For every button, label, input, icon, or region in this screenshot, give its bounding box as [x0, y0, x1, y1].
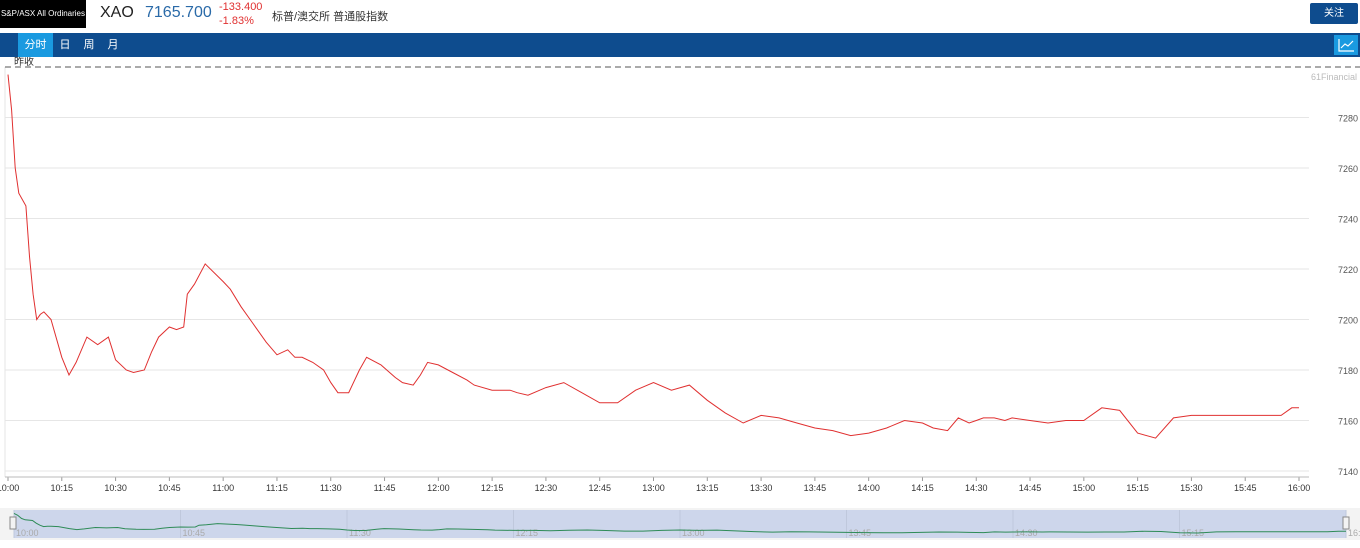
y-tick-label: 7160 [1338, 416, 1358, 426]
x-tick-label: 13:30 [750, 483, 773, 493]
navigator-tick-label: 16:00 [1348, 528, 1360, 538]
x-tick-label: 14:45 [1019, 483, 1042, 493]
line-chart-icon[interactable] [1334, 35, 1358, 55]
y-tick-label: 7280 [1338, 113, 1358, 123]
x-tick-label: 12:30 [535, 483, 558, 493]
tab-daily[interactable]: 日 [59, 39, 71, 51]
x-tick-label: 10:45 [158, 483, 181, 493]
x-tick-label: 10:00 [0, 483, 19, 493]
x-tick-label: 12:45 [588, 483, 611, 493]
x-tick-label: 12:15 [481, 483, 504, 493]
ticker-symbol: XAO [100, 4, 134, 21]
source-label: 61Financial [1311, 72, 1357, 82]
tab-monthly[interactable]: 月 [107, 39, 119, 51]
follow-button[interactable]: 关注 [1310, 3, 1358, 24]
x-tick-label: 15:30 [1180, 483, 1203, 493]
y-tick-label: 7140 [1338, 467, 1358, 477]
prev-close-label: 昨收 [14, 57, 34, 68]
price-change: -133.400 [219, 1, 263, 13]
y-tick-label: 7220 [1338, 265, 1358, 275]
x-tick-label: 14:15 [911, 483, 934, 493]
price-line [7, 74, 1299, 439]
intraday-price-chart[interactable]: 昨收 61Financial 7280 7260 7240 7220 7200 7180 7… [0, 57, 1360, 497]
x-tick-label: 13:45 [804, 483, 827, 493]
y-tick-label: 7180 [1338, 366, 1358, 376]
x-tick-label: 16:00 [1288, 483, 1311, 493]
period-tab-bar: 分时 日 周 月 [0, 33, 1360, 57]
tab-intraday[interactable]: 分时 [18, 33, 53, 57]
x-tick-label: 10:15 [51, 483, 74, 493]
x-tick-label: 15:15 [1126, 483, 1149, 493]
x-tick-label: 11:00 [212, 483, 234, 493]
x-tick-label: 11:45 [374, 483, 396, 493]
navigator-handle-right[interactable] [1342, 516, 1350, 530]
x-tick-label: 12:00 [427, 483, 450, 493]
price-change-block: -133.400 -1.83% [219, 0, 262, 28]
navigator-line [13, 512, 1346, 534]
navigator-tick-label: 12:15 [516, 528, 539, 538]
x-tick-label: 13:00 [642, 483, 665, 493]
x-tick-label: 14:30 [965, 483, 988, 493]
index-chinese-name: 标普/澳交所 普通股指数 [272, 11, 389, 23]
x-tick-label: 11:15 [266, 483, 288, 493]
x-tick-label: 13:15 [696, 483, 719, 493]
navigator-tick-label: 11:30 [349, 528, 371, 538]
x-tick-label: 11:30 [320, 483, 342, 493]
navigator-handle-left[interactable] [9, 516, 17, 530]
navigator-tick-label: 10:00 [16, 528, 39, 538]
x-tick-label: 15:45 [1234, 483, 1257, 493]
navigator-tick-label: 10:45 [183, 528, 206, 538]
x-tick-label: 15:00 [1073, 483, 1096, 493]
x-tick-label: 14:00 [857, 483, 880, 493]
navigator-tick-label: 13:00 [682, 528, 705, 538]
y-tick-label: 7200 [1338, 315, 1358, 325]
quote-header: S&P/ASX All Ordinaries XAO 7165.700 -133… [0, 0, 1360, 32]
tab-weekly[interactable]: 周 [83, 39, 95, 51]
index-name-badge: S&P/ASX All Ordinaries [0, 0, 86, 28]
x-tick-label: 10:30 [104, 483, 127, 493]
y-tick-label: 7260 [1338, 164, 1358, 174]
y-tick-label: 7240 [1338, 214, 1358, 224]
last-price: 7165.700 [145, 4, 212, 21]
time-navigator[interactable]: 10:00 10:45 11:30 12:15 13:00 13:45 14:30 15:15… [0, 508, 1360, 540]
navigator-tick-label: 14:30 [1015, 528, 1038, 538]
price-change-percent: -1.83% [219, 15, 254, 27]
